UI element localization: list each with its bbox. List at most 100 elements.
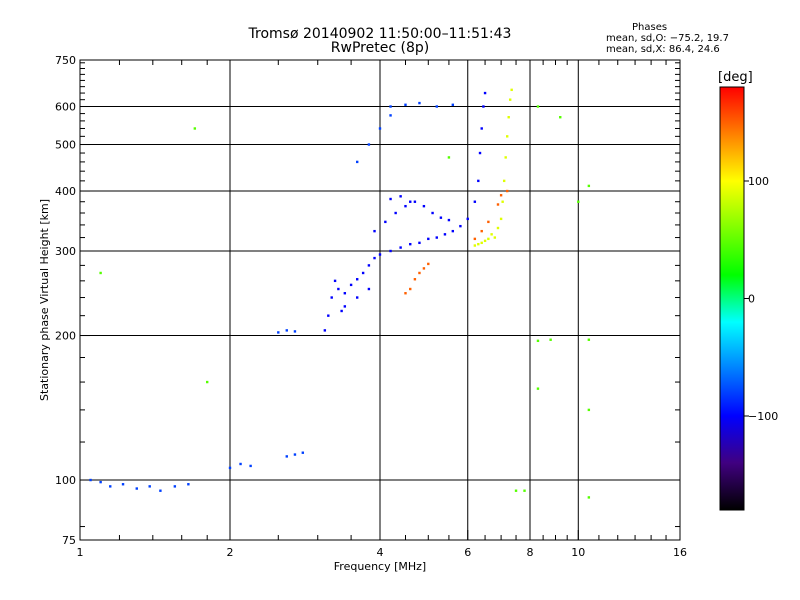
colorbar-tick-label: 0 <box>748 293 755 306</box>
data-point <box>399 246 402 249</box>
data-point <box>135 487 138 490</box>
data-point <box>159 489 162 492</box>
data-point <box>367 264 371 267</box>
data-point <box>373 256 376 260</box>
data-point <box>549 338 552 341</box>
x-tick-label: 6 <box>464 546 471 559</box>
data-point <box>427 262 430 266</box>
data-point <box>473 200 477 203</box>
y-tick-label: 600 <box>55 101 76 114</box>
data-point <box>384 220 387 224</box>
data-point <box>389 249 392 253</box>
data-point <box>373 229 376 233</box>
data-point <box>418 271 421 275</box>
data-point <box>536 339 540 343</box>
data-point <box>228 466 232 470</box>
data-point <box>577 200 580 203</box>
data-point <box>466 217 469 221</box>
data-point <box>501 200 504 203</box>
data-point <box>439 216 443 219</box>
data-point <box>367 143 371 146</box>
data-point <box>477 179 480 183</box>
data-point <box>389 114 392 117</box>
colorbar <box>719 86 745 511</box>
data-point <box>277 331 280 334</box>
data-point <box>323 329 327 332</box>
data-point <box>193 127 197 130</box>
data-point <box>447 218 451 222</box>
phase-stats-o: mean, sd,O: −75.2, 19.7 <box>606 33 729 44</box>
x-tick-label: 2 <box>227 546 234 559</box>
data-point <box>99 480 102 484</box>
data-point <box>293 453 297 456</box>
data-point <box>409 242 412 246</box>
data-point <box>355 160 359 164</box>
data-point <box>443 233 447 236</box>
data-point <box>435 236 438 239</box>
y-tick-label: 100 <box>55 474 76 487</box>
phase-stats-x: mean, sd,X: 86.4, 24.6 <box>606 44 720 55</box>
data-point <box>330 296 333 299</box>
data-point <box>482 105 485 108</box>
x-tick-label: 4 <box>377 546 384 559</box>
data-point <box>333 279 337 283</box>
y-tick-label: 200 <box>55 330 76 343</box>
data-point <box>187 483 190 486</box>
data-point <box>99 271 102 275</box>
data-point <box>355 296 359 299</box>
data-point <box>327 314 330 317</box>
data-point <box>409 200 412 203</box>
data-point <box>480 241 483 245</box>
data-point <box>499 194 503 197</box>
x-tick-label: 1 <box>77 546 84 559</box>
y-tick-label: 400 <box>55 185 76 198</box>
data-point <box>427 237 430 241</box>
x-tick-label: 10 <box>571 546 585 559</box>
data-point <box>431 211 434 215</box>
data-point <box>404 292 407 295</box>
data-point <box>507 116 510 119</box>
data-point <box>422 204 426 208</box>
data-point <box>409 287 412 291</box>
data-point <box>505 189 509 193</box>
data-point <box>285 329 288 332</box>
data-point <box>478 151 482 155</box>
data-point <box>343 292 347 295</box>
x-axis-label: Frequency [MHz] <box>334 560 426 573</box>
data-point <box>536 387 540 390</box>
data-point <box>121 483 125 486</box>
data-point <box>477 242 480 246</box>
data-point <box>367 287 371 291</box>
data-point <box>587 496 591 499</box>
data-point <box>89 478 92 482</box>
data-point <box>418 241 421 245</box>
colorbar-tick-label: −100 <box>748 410 778 423</box>
data-point <box>473 244 477 247</box>
data-point <box>361 271 365 275</box>
data-point <box>413 200 417 203</box>
data-point <box>493 236 497 239</box>
data-point <box>490 233 493 236</box>
data-point <box>451 229 455 233</box>
data-point <box>249 464 252 468</box>
chart-title: Tromsø 20140902 11:50:00–11:51:43 <box>248 26 512 42</box>
data-point <box>451 103 455 106</box>
data-point <box>536 105 540 108</box>
data-point <box>483 91 487 95</box>
data-point <box>205 380 209 384</box>
data-point <box>504 156 507 159</box>
y-tick-label: 300 <box>55 245 76 258</box>
data-point <box>514 489 518 492</box>
data-point <box>587 184 591 188</box>
data-point <box>496 226 500 230</box>
data-point <box>399 195 402 198</box>
data-point <box>559 116 562 119</box>
y-axis-label: Stationary phase Virtual Height [km] <box>38 199 51 401</box>
data-point <box>378 253 382 256</box>
data-point <box>473 237 477 241</box>
data-point <box>496 203 500 206</box>
data-point <box>349 283 353 287</box>
data-point <box>480 127 483 130</box>
